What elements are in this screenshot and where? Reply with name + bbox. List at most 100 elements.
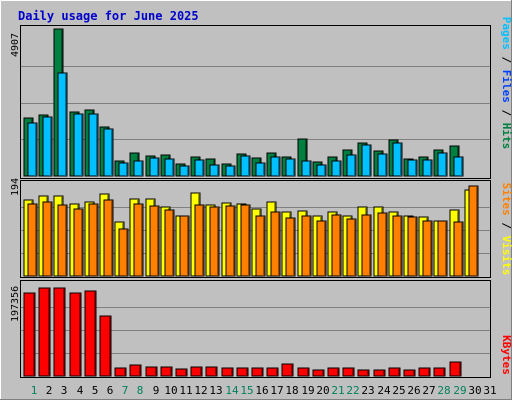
sites-bar [468, 185, 479, 277]
sites-bar-shade [111, 201, 113, 276]
kbytes-bar [99, 315, 112, 377]
sites-bar-shade [369, 216, 371, 276]
x-axis-day-label: 23 [361, 384, 374, 397]
x-axis-day-label: 6 [107, 384, 114, 397]
bottom-panel [20, 280, 491, 378]
kbytes-bar [145, 366, 158, 377]
kbytes-bar-shade [94, 292, 96, 376]
sites-bar [27, 203, 38, 277]
x-axis-day-label: 22 [346, 384, 359, 397]
sites-bar [73, 208, 84, 277]
pages-bar [57, 72, 68, 177]
top-y-tick-label: 4907 [10, 33, 21, 57]
kbytes-bar [373, 369, 386, 377]
kbytes-bar [236, 367, 249, 377]
pages-bar-shade [248, 157, 250, 176]
kbytes-bar [342, 367, 355, 377]
kbytes-bar-shade [33, 294, 35, 376]
sites-bar [57, 204, 68, 277]
sites-bar-shade [430, 222, 432, 276]
kbytes-bar-shade [337, 369, 339, 376]
pages-bar-shade [35, 124, 37, 176]
pages-bar [377, 153, 388, 177]
sites-bar-shade [415, 218, 417, 276]
x-axis-day-label: 28 [437, 384, 450, 397]
kbytes-bar [205, 366, 218, 377]
kbytes-bar-shade [276, 369, 278, 376]
kbytes-bar [312, 369, 325, 377]
x-axis-day-label: 20 [316, 384, 329, 397]
x-axis-day-label: 15 [240, 384, 253, 397]
sites-bar-shade [461, 223, 463, 276]
kbytes-bar-shade [246, 369, 248, 376]
pages-bar [301, 160, 312, 177]
pages-bar [118, 162, 129, 177]
x-axis-day-label: 10 [164, 384, 177, 397]
legend-kbytes: KBytes [500, 335, 512, 375]
x-axis-day-label: 4 [77, 384, 84, 397]
pages-bar-shade [172, 160, 174, 176]
top-legend: Pages / Files / Hits [500, 17, 512, 150]
pages-bar-shade [233, 167, 235, 176]
kbytes-bar [449, 361, 462, 377]
pages-bar-shade [96, 115, 98, 176]
kbytes-bar-shade [367, 371, 369, 376]
pages-bar [316, 164, 327, 177]
kbytes-bar-shade [170, 368, 172, 376]
sites-bar [179, 215, 190, 277]
kbytes-bar-shade [443, 369, 445, 376]
pages-bar [133, 160, 144, 177]
legend-separator: / [500, 50, 512, 70]
kbytes-bar-shade [291, 365, 293, 376]
pages-bar-shade [141, 162, 143, 176]
hits-bar-shade [305, 140, 307, 176]
pages-bar [209, 164, 220, 177]
sites-bar-shade [65, 206, 67, 276]
x-axis-day-label: 25 [392, 384, 405, 397]
sites-bar [118, 228, 129, 277]
pages-bar [225, 165, 236, 177]
legend-visits: Visits [500, 236, 512, 276]
pages-bar-shade [187, 167, 189, 176]
x-axis-day-label: 9 [153, 384, 160, 397]
pages-bar-shade [400, 144, 402, 176]
sites-bar [194, 204, 205, 277]
x-axis-day-label: 11 [179, 384, 192, 397]
kbytes-bar-shade [398, 369, 400, 376]
pages-bar [270, 156, 281, 177]
pages-bar-shade [157, 159, 159, 176]
x-axis-day-label: 8 [137, 384, 144, 397]
pages-bar-shade [309, 162, 311, 176]
pages-bar-shade [126, 164, 128, 176]
sites-bar [392, 215, 403, 277]
x-axis-day-label: 12 [194, 384, 207, 397]
pages-bar [453, 156, 464, 177]
kbytes-bar-shade [215, 368, 217, 376]
sites-bar-shade [35, 205, 37, 276]
legend-files: Files [500, 70, 512, 103]
pages-bar-shade [415, 161, 417, 176]
kbytes-bar [53, 287, 66, 377]
pages-bar-shade [385, 155, 387, 176]
pages-bar-shade [293, 160, 295, 176]
kbytes-bar [266, 367, 279, 377]
x-axis-day-label: 2 [46, 384, 53, 397]
kbytes-bar [38, 287, 51, 377]
kbytes-bar [160, 366, 173, 377]
pages-bar-shade [263, 164, 265, 176]
kbytes-bar [357, 369, 370, 377]
pages-bar [88, 113, 99, 177]
kbytes-bar [327, 367, 340, 377]
pages-bar [194, 159, 205, 177]
kbytes-bar-shade [155, 368, 157, 376]
pages-bar [27, 122, 38, 177]
pages-bar-shade [278, 158, 280, 176]
pages-bar-shade [430, 161, 432, 176]
sites-bar-shade [96, 205, 98, 276]
sites-bar [361, 214, 372, 277]
sites-bar [225, 205, 236, 277]
x-axis-day-label: 31 [483, 384, 496, 397]
pages-bar [422, 159, 433, 177]
pages-bar [437, 152, 448, 177]
pages-bar-shade [445, 154, 447, 176]
